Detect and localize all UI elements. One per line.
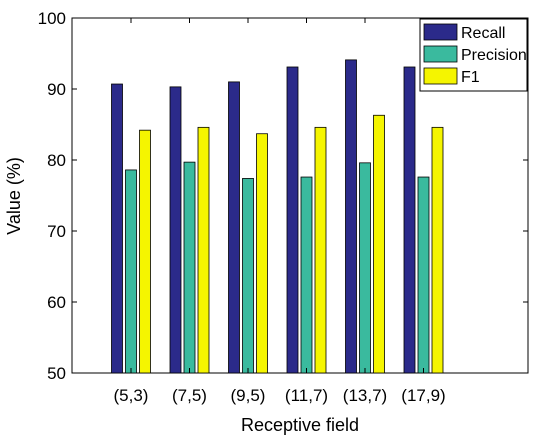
x-tick-label: (5,3) xyxy=(114,386,149,405)
bar-recall-2 xyxy=(169,86,182,374)
bar-recall-5 xyxy=(345,59,357,374)
y-tick-label: 60 xyxy=(47,293,66,312)
bar-f1-4 xyxy=(314,126,327,374)
bar-f1-5 xyxy=(373,114,385,374)
legend-label-f1: F1 xyxy=(461,69,480,86)
bar-f1-2 xyxy=(197,126,210,374)
y-tick-label: 100 xyxy=(38,9,66,28)
x-axis-title: Receptive field xyxy=(241,415,359,435)
bar-recall-3 xyxy=(228,81,240,374)
bar-precision-1 xyxy=(125,169,137,374)
x-axis: (5,3) (7,5) (9,5) (11,7) (13,7) (17,9) xyxy=(114,18,446,405)
bar-recall-4 xyxy=(286,66,299,374)
x-tick-label: (9,5) xyxy=(231,386,266,405)
y-axis-title: Value (%) xyxy=(4,157,24,235)
bar-precision-5 xyxy=(359,162,371,374)
legend-label-precision: Precision xyxy=(461,47,527,64)
y-tick-label: 50 xyxy=(47,364,66,383)
bar-precision-2 xyxy=(183,161,196,374)
bar-f1-3 xyxy=(256,133,268,374)
legend-swatch-recall xyxy=(423,23,458,41)
y-tick-label: 90 xyxy=(47,80,66,99)
bar-f1-6 xyxy=(431,126,444,374)
x-tick-label: (13,7) xyxy=(343,386,387,405)
y-tick-label: 80 xyxy=(47,151,66,170)
bar-precision-3 xyxy=(242,178,254,374)
bar-precision-6 xyxy=(417,176,430,374)
x-tick-label: (17,9) xyxy=(401,386,445,405)
bar-precision-4 xyxy=(300,176,313,374)
y-tick-label: 70 xyxy=(47,222,66,241)
bar-recall-6 xyxy=(403,66,416,374)
y-axis: 50 60 70 80 90 100 xyxy=(38,9,528,383)
legend-swatch-f1 xyxy=(423,67,458,85)
legend-label-recall: Recall xyxy=(461,25,505,42)
bar-f1-1 xyxy=(139,129,151,374)
bar-recall-1 xyxy=(111,83,123,374)
legend-swatch-precision xyxy=(423,45,458,63)
x-tick-label: (7,5) xyxy=(172,386,207,405)
legend: Recall Precision F1 xyxy=(419,18,528,92)
x-tick-label: (11,7) xyxy=(285,386,328,405)
